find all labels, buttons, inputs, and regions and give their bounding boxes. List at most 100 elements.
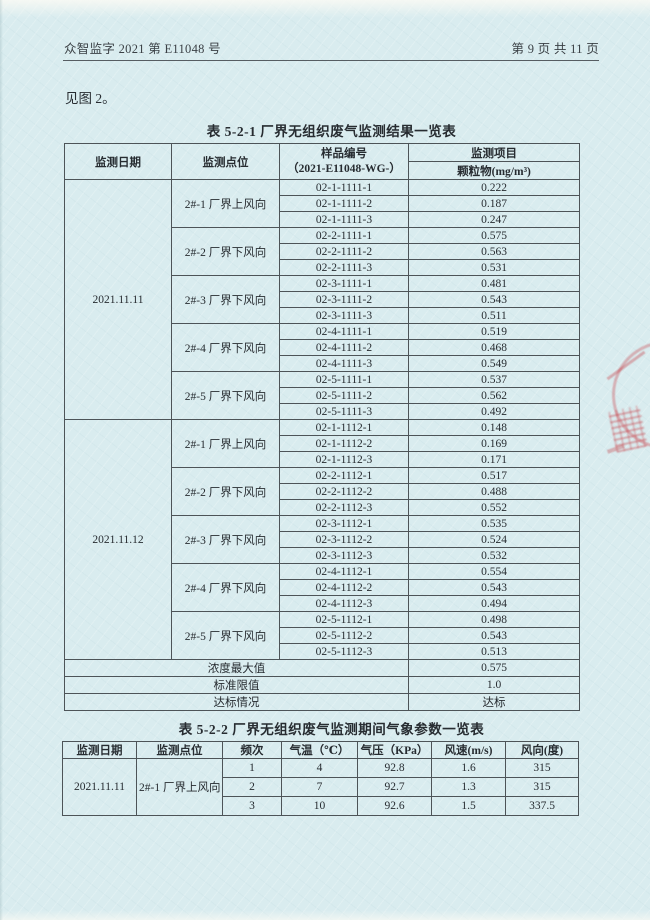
col-header-temperature: 气温（℃）	[281, 741, 358, 759]
sample-id-cell: 02-5-1112-2	[279, 627, 409, 644]
value-cell: 0.575	[408, 227, 580, 244]
table-row: 02-5-1112-2 0.543	[65, 627, 580, 644]
sample-id-cell: 02-4-1111-2	[279, 339, 409, 356]
point-cell: 2#-5 厂界下风向	[171, 611, 280, 660]
table-row: 02-3-1112-3 0.532	[65, 547, 580, 564]
monitoring-results-table: 监测日期 监测点位 样品编号 （2021-E11048-WG-） 监测项目 颗粒…	[64, 143, 580, 711]
sample-id-cell: 02-4-1112-3	[279, 595, 409, 612]
scan-edge-left	[0, 0, 3, 920]
table-row: 02-1-1112-2 0.169	[65, 435, 580, 452]
value-cell: 0.488	[408, 483, 580, 500]
sample-id-cell: 02-2-1112-3	[279, 499, 409, 516]
sample-id-cell: 02-3-1112-3	[279, 547, 409, 564]
table-row: 2#-3 厂界下风向 02-3-1112-1 0.535	[65, 515, 580, 564]
summary-value-cell: 0.575	[408, 659, 580, 677]
table-row: 02-1-1112-3 0.171	[65, 451, 580, 468]
sample-id-cell: 02-3-1111-1	[279, 275, 409, 292]
value-cell: 0.563	[408, 243, 580, 260]
value-cell: 0.554	[408, 563, 580, 580]
temperature-cell: 10	[281, 796, 358, 816]
col-header-wind-direction: 风向(度)	[505, 741, 579, 759]
wind-speed-cell: 1.6	[431, 758, 506, 778]
sample-id-cell: 02-5-1112-3	[279, 643, 409, 660]
sample-id-cell: 02-1-1111-3	[279, 211, 409, 228]
summary-label-cell: 达标情况	[64, 693, 409, 711]
value-cell: 0.492	[408, 403, 580, 420]
sample-id-prefix: （2021-E11048-WG-）	[287, 162, 401, 175]
point-cell: 2#-4 厂界下风向	[171, 563, 280, 612]
table-row: 2 7 92.7 1.3 315	[63, 777, 579, 797]
table-row: 2021.11.12 2#-1 厂界上风向 02-1-1112-1 0.148	[64, 419, 580, 660]
col-header-pressure: 气压（KPa）	[357, 741, 432, 759]
table-header-row: 监测日期 监测点位 频次 气温（℃） 气压（KPa） 风速(m/s) 风向(度)	[62, 741, 579, 759]
col-header-wind-speed: 风速(m/s)	[431, 741, 506, 759]
sample-id-cell: 02-5-1111-2	[279, 387, 409, 404]
value-cell: 0.552	[408, 499, 580, 516]
value-cell: 0.511	[408, 307, 580, 324]
summary-value-cell: 达标	[408, 693, 580, 711]
scan-edge-top	[0, 0, 650, 18]
table2-title: 表 5-2-2 厂界无组织废气监测期间气象参数一览表	[178, 722, 485, 737]
pressure-cell: 92.8	[357, 758, 432, 778]
table-row: 2#-3 厂界下风向 02-3-1111-1 0.481	[65, 275, 580, 324]
col-header-param: 颗粒物(mg/m³)	[408, 161, 580, 180]
table-row: 2#-5 厂界下风向 02-5-1112-1 0.498	[65, 611, 580, 660]
value-cell: 0.543	[408, 579, 580, 596]
point-cell: 2#-4 厂界下风向	[171, 323, 280, 372]
table-row: 2021.11.11 2#-1 厂界上风向 02-1-1111-1 0.222	[64, 179, 580, 420]
value-cell: 0.543	[408, 627, 580, 644]
pressure-cell: 92.7	[357, 777, 432, 797]
sample-id-cell: 02-3-1112-2	[279, 531, 409, 548]
sample-id-cell: 02-5-1111-3	[279, 403, 409, 420]
point-cell: 2#-5 厂界下风向	[171, 371, 280, 420]
sample-id-cell: 02-2-1111-3	[279, 259, 409, 276]
table-row: 02-2-1111-3 0.531	[65, 259, 580, 276]
wind-direction-cell: 315	[505, 777, 579, 797]
document-header: 众智监字 2021 第 E11048 号 第 9 页 共 11 页	[64, 0, 599, 57]
sample-id-cell: 02-2-1111-1	[279, 227, 409, 244]
sample-id-cell: 02-1-1111-1	[279, 179, 409, 196]
table-row: 2#-2 厂界下风向 02-2-1111-1 0.575	[65, 227, 580, 276]
frequency-cell: 1	[222, 758, 282, 778]
point-cell: 2#-1 厂界上风向	[171, 179, 280, 228]
sample-id-label: 样品编号	[321, 147, 367, 160]
value-cell: 0.562	[408, 387, 580, 404]
pressure-cell: 92.6	[357, 796, 432, 816]
value-cell: 0.481	[408, 275, 580, 292]
sample-id-cell: 02-4-1111-3	[279, 355, 409, 372]
value-cell: 0.222	[408, 179, 580, 196]
table-row: 2#-4 厂界下风向 02-4-1111-1 0.519	[65, 323, 580, 372]
sample-id-cell: 02-2-1112-1	[279, 467, 409, 484]
value-cell: 0.498	[408, 611, 580, 628]
weather-params-table: 监测日期 监测点位 频次 气温（℃） 气压（KPa） 风速(m/s) 风向(度)…	[62, 741, 579, 816]
value-cell: 0.494	[408, 595, 580, 612]
sample-id-cell: 02-1-1111-2	[279, 195, 409, 212]
table-header-row: 监测日期 监测点位 样品编号 （2021-E11048-WG-） 监测项目	[64, 143, 580, 180]
table-row: 3 10 92.6 1.5 337.5	[63, 796, 579, 816]
sample-id-cell: 02-1-1112-2	[279, 435, 409, 452]
table1-title: 表 5-2-1 厂界无组织废气监测结果一览表	[206, 124, 457, 139]
header-rule	[63, 60, 599, 61]
sample-id-cell: 02-2-1111-2	[279, 243, 409, 260]
table-row: 02-1-1111-2 0.187	[65, 195, 580, 212]
col-header-project: 监测项目	[408, 143, 580, 162]
sample-id-cell: 02-4-1111-1	[279, 323, 409, 340]
value-cell: 0.535	[408, 515, 580, 532]
sample-id-cell: 02-1-1112-1	[279, 419, 409, 436]
document-number: 众智监字 2021 第 E11048 号	[64, 42, 221, 56]
table-row: 2021.11.11 2#-1 厂界上风向 1 4 92.8 1.6 315	[62, 758, 579, 816]
value-cell: 0.187	[408, 195, 580, 212]
intro-text: 见图 2。	[65, 91, 116, 106]
temperature-cell: 7	[281, 777, 358, 797]
value-cell: 0.549	[408, 355, 580, 372]
table-row: 02-4-1111-2 0.468	[65, 339, 580, 356]
value-cell: 0.171	[408, 451, 580, 468]
value-cell: 0.169	[408, 435, 580, 452]
wind-direction-cell: 337.5	[505, 796, 579, 816]
page-number: 第 9 页 共 11 页	[511, 42, 599, 56]
sample-id-cell: 02-3-1111-3	[279, 307, 409, 324]
sample-id-cell: 02-3-1111-2	[279, 291, 409, 308]
table-row: 02-1-1111-3 0.247	[65, 211, 580, 228]
value-cell: 0.247	[408, 211, 580, 228]
